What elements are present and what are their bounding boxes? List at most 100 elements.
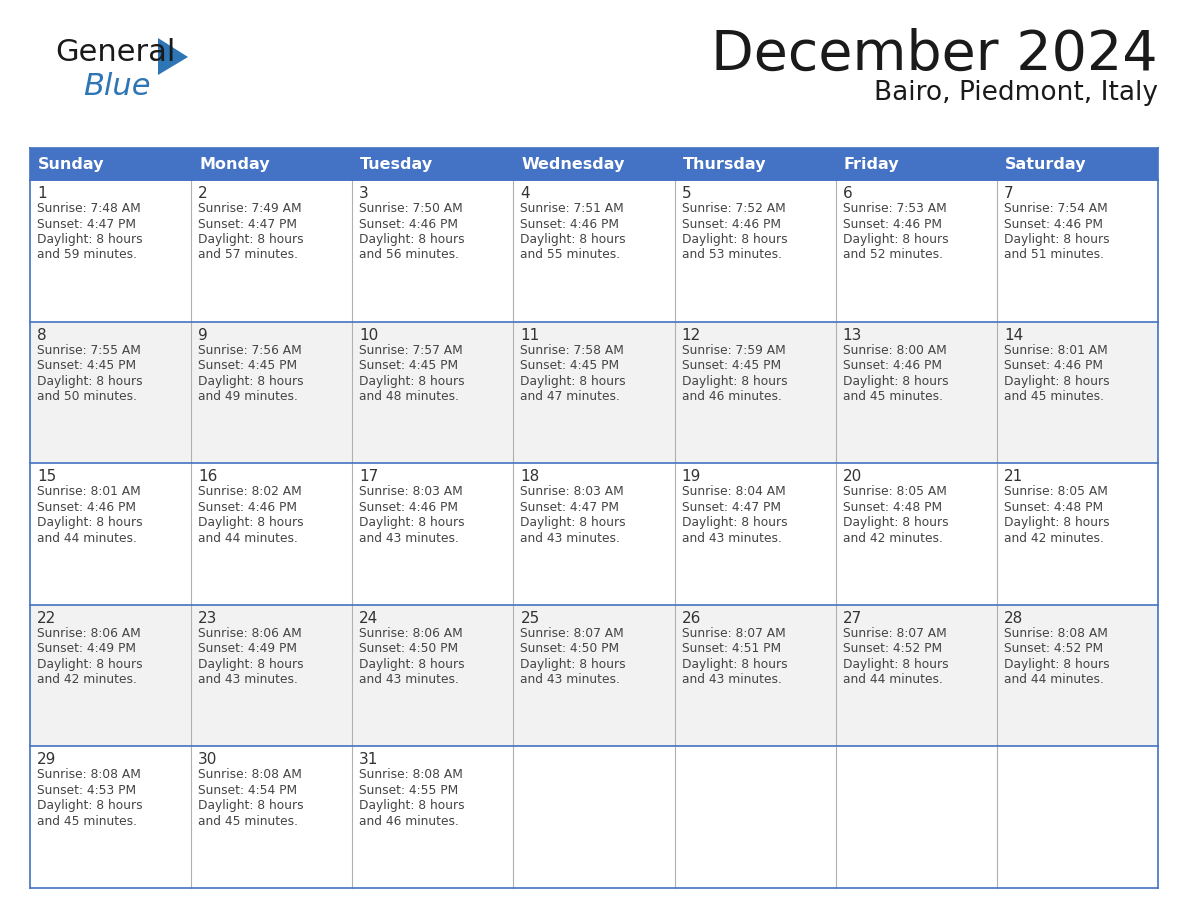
Bar — [997, 464, 1158, 605]
Text: Sunset: 4:46 PM: Sunset: 4:46 PM — [842, 359, 942, 372]
Bar — [835, 746, 997, 888]
Text: and 42 minutes.: and 42 minutes. — [37, 673, 137, 687]
Polygon shape — [158, 38, 188, 75]
Bar — [353, 746, 513, 888]
Text: Wednesday: Wednesday — [522, 156, 625, 172]
Text: Sunset: 4:47 PM: Sunset: 4:47 PM — [198, 218, 297, 230]
Text: Sunset: 4:52 PM: Sunset: 4:52 PM — [1004, 643, 1102, 655]
Text: Sunset: 4:48 PM: Sunset: 4:48 PM — [1004, 500, 1102, 514]
Text: Sunrise: 8:00 AM: Sunrise: 8:00 AM — [842, 343, 947, 356]
Text: Sunset: 4:51 PM: Sunset: 4:51 PM — [682, 643, 781, 655]
Bar — [835, 321, 997, 464]
Text: 19: 19 — [682, 469, 701, 484]
Text: and 43 minutes.: and 43 minutes. — [359, 532, 459, 544]
Text: and 56 minutes.: and 56 minutes. — [359, 249, 460, 262]
Text: Blue: Blue — [83, 72, 151, 101]
Text: Sunset: 4:46 PM: Sunset: 4:46 PM — [37, 500, 135, 514]
Text: 6: 6 — [842, 186, 853, 201]
Text: and 53 minutes.: and 53 minutes. — [682, 249, 782, 262]
Bar — [353, 605, 513, 746]
Bar — [513, 321, 675, 464]
Text: 18: 18 — [520, 469, 539, 484]
Text: Sunrise: 8:01 AM: Sunrise: 8:01 AM — [37, 486, 140, 498]
Text: Sunrise: 7:58 AM: Sunrise: 7:58 AM — [520, 343, 625, 356]
Text: Sunset: 4:47 PM: Sunset: 4:47 PM — [37, 218, 135, 230]
Bar — [997, 148, 1158, 180]
Text: and 45 minutes.: and 45 minutes. — [1004, 390, 1104, 403]
Bar — [191, 321, 353, 464]
Text: Daylight: 8 hours: Daylight: 8 hours — [682, 658, 788, 671]
Text: Daylight: 8 hours: Daylight: 8 hours — [37, 800, 143, 812]
Bar — [675, 746, 835, 888]
Bar — [353, 464, 513, 605]
Text: Daylight: 8 hours: Daylight: 8 hours — [842, 658, 948, 671]
Text: and 45 minutes.: and 45 minutes. — [37, 815, 137, 828]
Text: and 42 minutes.: and 42 minutes. — [1004, 532, 1104, 544]
Text: 13: 13 — [842, 328, 862, 342]
Text: Daylight: 8 hours: Daylight: 8 hours — [1004, 516, 1110, 529]
Text: 10: 10 — [359, 328, 379, 342]
Text: and 49 minutes.: and 49 minutes. — [198, 390, 298, 403]
Text: 2: 2 — [198, 186, 208, 201]
Text: 12: 12 — [682, 328, 701, 342]
Text: and 46 minutes.: and 46 minutes. — [359, 815, 459, 828]
Bar — [353, 148, 513, 180]
Text: Friday: Friday — [843, 156, 899, 172]
Text: Sunset: 4:46 PM: Sunset: 4:46 PM — [198, 500, 297, 514]
Text: December 2024: December 2024 — [712, 28, 1158, 82]
Text: Monday: Monday — [200, 156, 270, 172]
Text: Sunrise: 7:52 AM: Sunrise: 7:52 AM — [682, 202, 785, 215]
Text: 5: 5 — [682, 186, 691, 201]
Text: Sunrise: 7:56 AM: Sunrise: 7:56 AM — [198, 343, 302, 356]
Bar — [30, 148, 191, 180]
Text: 7: 7 — [1004, 186, 1013, 201]
Text: and 43 minutes.: and 43 minutes. — [198, 673, 298, 687]
Text: Daylight: 8 hours: Daylight: 8 hours — [359, 800, 465, 812]
Text: and 45 minutes.: and 45 minutes. — [198, 815, 298, 828]
Text: Daylight: 8 hours: Daylight: 8 hours — [1004, 375, 1110, 387]
Text: and 43 minutes.: and 43 minutes. — [520, 532, 620, 544]
Text: Sunrise: 8:08 AM: Sunrise: 8:08 AM — [198, 768, 302, 781]
Bar — [191, 180, 353, 321]
Bar — [191, 746, 353, 888]
Text: and 43 minutes.: and 43 minutes. — [359, 673, 459, 687]
Text: Daylight: 8 hours: Daylight: 8 hours — [198, 233, 304, 246]
Text: Daylight: 8 hours: Daylight: 8 hours — [37, 375, 143, 387]
Bar — [835, 464, 997, 605]
Text: and 44 minutes.: and 44 minutes. — [37, 532, 137, 544]
Text: and 48 minutes.: and 48 minutes. — [359, 390, 460, 403]
Text: Sunset: 4:50 PM: Sunset: 4:50 PM — [520, 643, 620, 655]
Text: Daylight: 8 hours: Daylight: 8 hours — [37, 516, 143, 529]
Text: Sunset: 4:50 PM: Sunset: 4:50 PM — [359, 643, 459, 655]
Text: 28: 28 — [1004, 610, 1023, 626]
Text: Sunset: 4:45 PM: Sunset: 4:45 PM — [682, 359, 781, 372]
Text: Daylight: 8 hours: Daylight: 8 hours — [37, 658, 143, 671]
Bar — [191, 148, 353, 180]
Bar — [675, 180, 835, 321]
Text: and 51 minutes.: and 51 minutes. — [1004, 249, 1104, 262]
Text: Sunset: 4:46 PM: Sunset: 4:46 PM — [359, 218, 459, 230]
Text: 4: 4 — [520, 186, 530, 201]
Text: Sunset: 4:55 PM: Sunset: 4:55 PM — [359, 784, 459, 797]
Text: Sunset: 4:47 PM: Sunset: 4:47 PM — [682, 500, 781, 514]
Text: Daylight: 8 hours: Daylight: 8 hours — [842, 233, 948, 246]
Text: Daylight: 8 hours: Daylight: 8 hours — [520, 375, 626, 387]
Text: and 42 minutes.: and 42 minutes. — [842, 532, 942, 544]
Text: Daylight: 8 hours: Daylight: 8 hours — [359, 658, 465, 671]
Text: 17: 17 — [359, 469, 379, 484]
Text: 31: 31 — [359, 753, 379, 767]
Text: 22: 22 — [37, 610, 56, 626]
Bar — [513, 746, 675, 888]
Text: Daylight: 8 hours: Daylight: 8 hours — [682, 233, 788, 246]
Text: Sunrise: 8:04 AM: Sunrise: 8:04 AM — [682, 486, 785, 498]
Text: Daylight: 8 hours: Daylight: 8 hours — [842, 375, 948, 387]
Text: Sunset: 4:46 PM: Sunset: 4:46 PM — [359, 500, 459, 514]
Text: Sunrise: 8:07 AM: Sunrise: 8:07 AM — [520, 627, 624, 640]
Text: 9: 9 — [198, 328, 208, 342]
Text: 26: 26 — [682, 610, 701, 626]
Text: Sunset: 4:45 PM: Sunset: 4:45 PM — [37, 359, 137, 372]
Text: 23: 23 — [198, 610, 217, 626]
Text: Tuesday: Tuesday — [360, 156, 434, 172]
Text: Sunrise: 7:57 AM: Sunrise: 7:57 AM — [359, 343, 463, 356]
Bar — [997, 746, 1158, 888]
